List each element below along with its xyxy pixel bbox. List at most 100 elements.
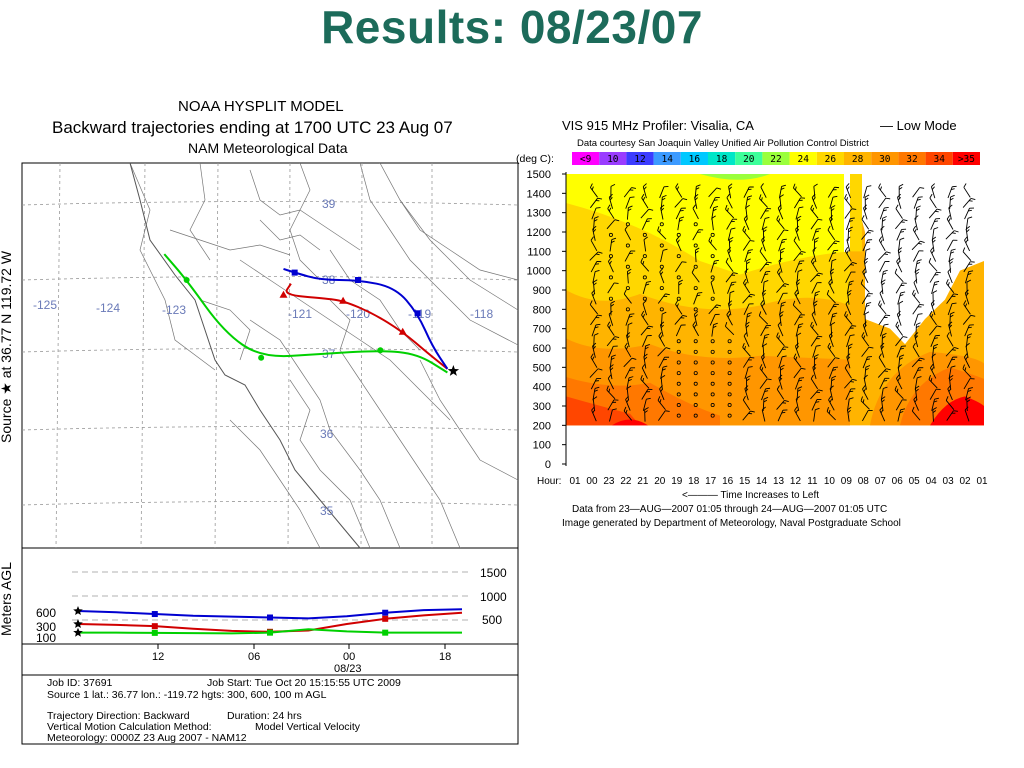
traj-direction: Trajectory Direction: Backward — [47, 710, 190, 722]
legend-entry: 24 — [797, 154, 809, 165]
legend-swatch — [789, 152, 817, 165]
height-tick: 500 — [482, 613, 502, 627]
legend-entry: 26 — [825, 154, 837, 165]
legend-entry: 20 — [743, 154, 755, 165]
legend-swatch — [925, 152, 953, 165]
temperature-legend: <9 10 12 14 16 18 20 22 24 26 28 30 32 34 >35 — [572, 152, 980, 165]
y-tick-label: 500 — [533, 362, 551, 374]
height-trajectory-layer — [73, 606, 463, 637]
hour-tick-label: 05 — [909, 476, 921, 487]
job-start: Job Start: Tue Oct 20 15:15:55 UTC 2009 — [207, 677, 401, 689]
hour-tick-label: 20 — [654, 476, 666, 487]
start-height-label: 600 — [36, 606, 56, 620]
hour-label: Hour: — [537, 476, 561, 487]
legend-swatch — [735, 152, 763, 165]
hour-tick-label: 01 — [569, 476, 581, 487]
vm-value: Model Vertical Velocity — [255, 721, 361, 733]
info-row: Vertical Motion Calculation Method: Model… — [47, 721, 360, 733]
lat-label: 36 — [320, 427, 334, 441]
height-marker — [267, 629, 273, 636]
height-tick: 1000 — [480, 590, 507, 604]
start-height-label: 100 — [36, 631, 56, 645]
legend-swatch — [871, 152, 899, 165]
y-tick-label: 0 — [545, 459, 551, 471]
hysplit-title-2: Backward trajectories ending at 1700 UTC… — [52, 118, 453, 137]
height-marker — [382, 629, 389, 636]
profiler-title: VIS 915 MHz Profiler: Visalia, CA — [562, 118, 754, 133]
legend-entry: >35 — [958, 154, 975, 165]
lon-label: -125 — [33, 298, 57, 312]
legend-entry: 34 — [933, 154, 945, 165]
trajectory-marker — [279, 290, 288, 298]
y-tick-label: 1200 — [527, 227, 551, 239]
height-marker — [151, 623, 158, 630]
lon-label: -121 — [288, 307, 312, 321]
hour-tick-label: 22 — [620, 476, 632, 487]
legend-swatch — [599, 152, 627, 165]
height-tick: 1500 — [480, 566, 507, 580]
profiler-courtesy: Data courtesy San Joaquin Valley Unified… — [577, 138, 869, 149]
hour-tick-label: 18 — [688, 476, 700, 487]
time-label: 18 — [439, 651, 451, 663]
trajectory-marker — [355, 277, 361, 283]
info-row: Job ID: 37691 Job Start: Tue Oct 20 15:15… — [47, 677, 401, 689]
hour-tick-label: 03 — [943, 476, 955, 487]
legend-swatch — [816, 152, 844, 165]
lon-label: -118 — [470, 307, 493, 321]
hour-tick-label: 19 — [671, 476, 683, 487]
trajectory-layer — [163, 253, 460, 376]
y-tick-label: 900 — [533, 285, 551, 297]
hour-tick-label: 11 — [807, 476, 818, 487]
hour-tick-label: 12 — [790, 476, 802, 487]
date-label: 08/23 — [334, 663, 362, 675]
info-row: Trajectory Direction: Backward Duration: … — [47, 710, 302, 722]
trajectory-marker — [183, 277, 190, 283]
y-tick-label: 1500 — [527, 169, 551, 181]
legend-entry: <9 — [580, 154, 592, 165]
legend-swatch — [844, 152, 872, 165]
y-tick-label: 1300 — [527, 208, 551, 220]
legend-entry: 32 — [906, 154, 917, 165]
hour-tick-label: 13 — [773, 476, 785, 487]
image-credit: Image generated by Department of Meteoro… — [562, 518, 901, 529]
duration: Duration: 24 hrs — [227, 710, 302, 722]
y-tick-label: 200 — [533, 420, 551, 432]
legend-swatch — [762, 152, 790, 165]
height-marker — [267, 614, 273, 621]
time-label: 12 — [152, 651, 164, 663]
y-tick-label: 100 — [533, 440, 551, 452]
lat-label: 35 — [320, 504, 334, 518]
legend-entry: 22 — [770, 154, 781, 165]
hour-tick-label: 16 — [722, 476, 734, 487]
legend-label: (deg C): — [516, 153, 554, 165]
time-direction: <——— Time Increases to Left — [682, 490, 819, 501]
legend-swatch — [898, 152, 926, 165]
legend-swatch — [952, 152, 980, 165]
hour-tick-label: 10 — [824, 476, 836, 487]
legend-entry: 28 — [852, 154, 864, 165]
hour-tick-label: 15 — [739, 476, 751, 487]
legend-entry: 16 — [689, 154, 701, 165]
trajectory-marker — [398, 327, 407, 335]
y-tick-label: 1000 — [527, 266, 551, 278]
data-range: Data from 23—AUG—2007 01:05 through 24—A… — [572, 504, 887, 515]
hour-tick-label: 17 — [705, 476, 717, 487]
hysplit-title-1: NOAA HYSPLIT MODEL — [178, 98, 344, 115]
hour-tick-label: 01 — [976, 476, 988, 487]
source-info: Source 1 lat.: 36.77 lon.: -119.72 hgts:… — [47, 689, 327, 701]
legend-swatch — [572, 152, 600, 165]
hour-tick-label: 04 — [926, 476, 938, 487]
y-tick-label: 1400 — [527, 188, 551, 200]
hour-tick-label: 14 — [756, 476, 768, 487]
trajectory-marker — [414, 310, 421, 317]
hour-tick-label: 08 — [858, 476, 870, 487]
vm-label: Vertical Motion Calculation Method: — [47, 721, 212, 733]
start-height-label: 300 — [36, 620, 56, 634]
trajectory-marker — [291, 269, 298, 276]
hour-tick-label: 09 — [841, 476, 853, 487]
y-tick-label: 400 — [533, 382, 551, 394]
trajectory-line — [163, 253, 448, 374]
job-id: Job ID: 37691 — [47, 677, 113, 689]
time-label: 06 — [248, 651, 260, 663]
trajectory-marker — [258, 354, 265, 361]
